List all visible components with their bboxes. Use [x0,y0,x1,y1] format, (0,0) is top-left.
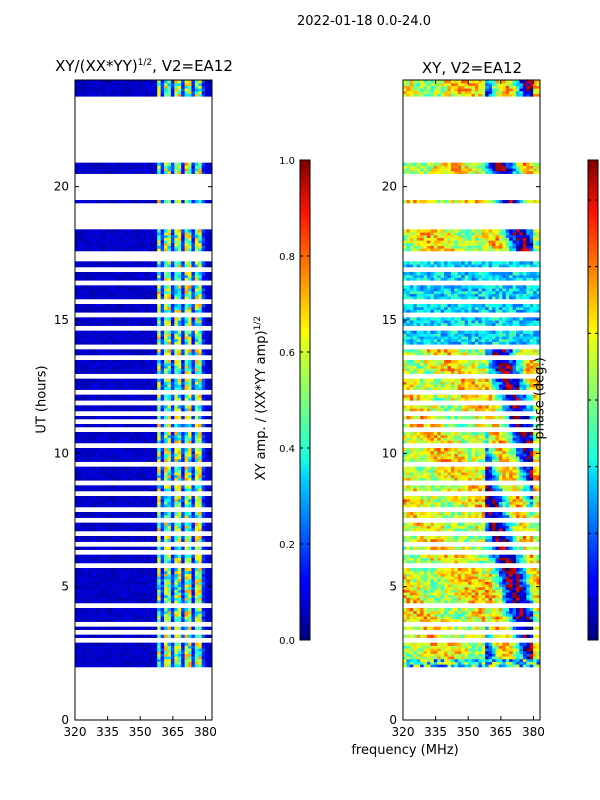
amp-colorbar-tick-label: 1.0 [279,156,295,167]
amp-colorbar-frame [299,159,311,641]
phase-colorbar: −150−100−50050100150 [587,159,599,641]
y-axis-label: UT (hours) [34,365,50,434]
phase-heatmap-image [403,80,541,668]
amp-colorbar-tick-label: 0.8 [279,252,295,263]
phase-y-tick-label: 5 [389,580,397,594]
figure-suptitle: 2022-01-18 0.0-24.0 [297,14,431,29]
amp-y-tick-label: 5 [61,580,69,594]
phase-x-tick-label: 335 [424,725,447,739]
amp-y-tick-label: 20 [54,180,69,194]
amp-colorbar-tick-label: 0.4 [279,444,295,455]
amp-x-tick-label: 350 [129,725,152,739]
phase-axes-frame [402,79,541,721]
phase-y-tick-label: 0 [389,713,397,727]
amp-y-tick-label: 15 [54,313,69,327]
amp-colorbar-tick-label: 0.6 [279,348,295,359]
amp-colorbar-tick-label: 0.2 [279,540,295,551]
phase-x-tick-label: 350 [457,725,480,739]
amp-x-tick-label: 335 [96,725,119,739]
amplitude-panel: 320 335 350 365 380 0 5 10 15 20 [54,79,217,739]
amplitude-colorbar: 0.0 0.2 0.4 0.6 0.8 1.0 [279,156,311,647]
amp-colorbar-gradient [300,160,310,640]
amp-colorbar-tick-label: 0.0 [279,636,295,647]
amp-x-tick-label: 380 [194,725,217,739]
amplitude-colorbar-label: XY amp. / (XX*YY amp)1/2 [252,315,270,481]
amp-axes-frame [74,79,213,721]
amp-y-tick-label: 10 [54,446,69,460]
x-axis-label: frequency (MHz) [351,743,459,758]
phase-panel: 320 335 350 365 380 0 5 10 15 20 [382,79,545,739]
amp-x-tick-label: 320 [64,725,87,739]
phase-colorbar-gradient [588,160,598,640]
amp-heatmap-image [75,80,213,668]
phase-x-tick-label: 320 [392,725,415,739]
amp-y-tick-label: 0 [61,713,69,727]
phase-x-tick-label: 365 [489,725,512,739]
phase-panel-title: XY, V2=EA12 [421,59,523,77]
phase-y-tick-label: 10 [382,446,397,460]
phase-x-tick-label: 380 [522,725,545,739]
phase-colorbar-label: phase (deg.) [532,357,548,440]
phase-y-tick-label: 15 [382,313,397,327]
amp-x-tick-label: 365 [161,725,184,739]
amplitude-panel-title: XY/(XX*YY)1/2, V2=EA12 [55,57,233,75]
phase-y-tick-label: 20 [382,180,397,194]
